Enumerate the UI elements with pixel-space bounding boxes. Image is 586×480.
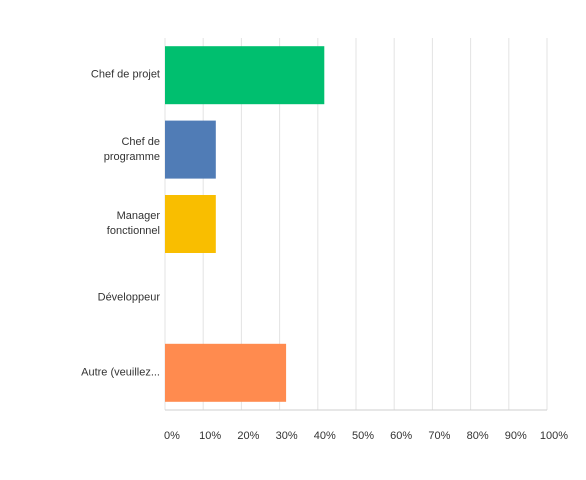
x-tick-label: 0% [164, 430, 180, 442]
x-tick-label: 50% [352, 430, 374, 442]
x-tick-label: 40% [314, 430, 336, 442]
category-label: Autre (veuillez... [81, 366, 160, 379]
category-label: Manager fonctionnel [106, 210, 160, 237]
bar [165, 46, 325, 105]
category-label: Développeur [97, 291, 160, 304]
x-tick-label: 80% [467, 430, 489, 442]
x-tick-label: 100% [540, 430, 568, 442]
x-tick-label: 60% [390, 430, 412, 442]
x-tick-label: 20% [237, 430, 259, 442]
x-tick-label: 30% [276, 430, 298, 442]
bar [165, 343, 287, 402]
x-tick-label: 10% [199, 430, 221, 442]
x-tick-label: 70% [428, 430, 450, 442]
bar [165, 195, 216, 253]
category-label: Chef de projet [90, 68, 160, 81]
x-tick-label: 90% [505, 430, 527, 442]
category-label: Chef de programme [103, 135, 160, 163]
bar [165, 120, 216, 179]
